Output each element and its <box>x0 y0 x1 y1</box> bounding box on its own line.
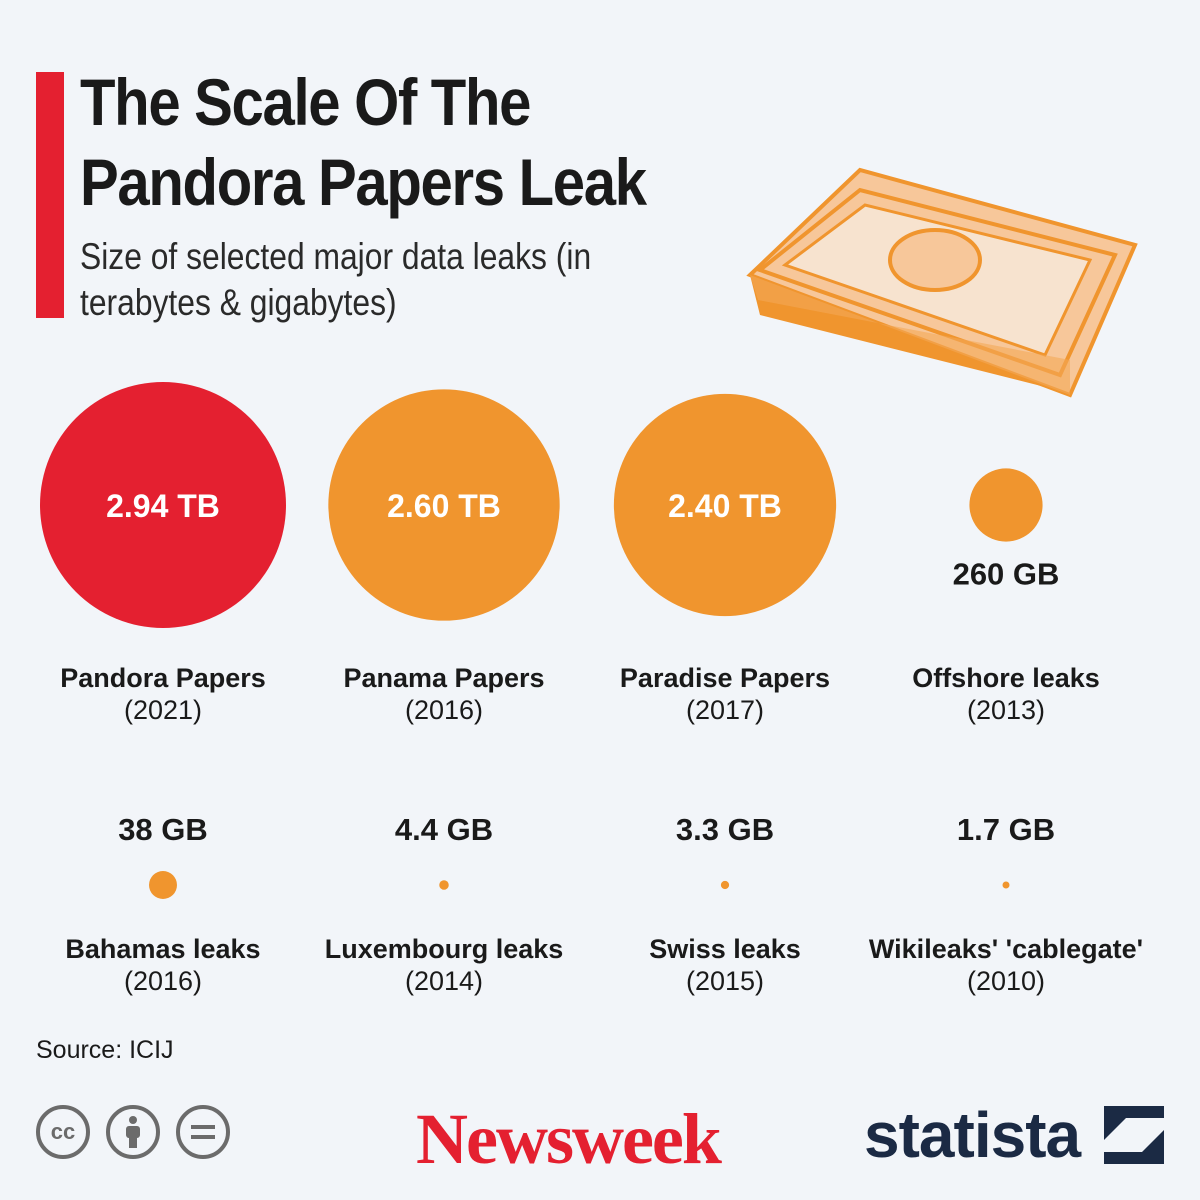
leak-name: Panama Papers <box>343 663 545 693</box>
bubble-luxembourg-leaks <box>439 880 449 890</box>
value-label: 38 GB <box>118 812 208 847</box>
bubble-offshore-leaks <box>969 468 1043 542</box>
leak-year: (2013) <box>966 695 1046 725</box>
accent-bar <box>36 72 64 318</box>
leak-name: Paradise Papers <box>619 663 831 693</box>
leak-year: (2014) <box>404 966 484 996</box>
value-label: 260 GB <box>953 557 1060 592</box>
bubble-swiss-leaks <box>720 880 730 890</box>
bubble-pandora-papers <box>40 382 286 628</box>
value-label: 4.4 GB <box>395 812 493 847</box>
leak-label: Paradise Papers (2017) <box>575 662 875 726</box>
page-title: The Scale Of The Pandora Papers Leak <box>80 65 647 219</box>
attribution-icon <box>106 1105 160 1159</box>
leak-name: Luxembourg leaks <box>324 934 564 964</box>
page-subtitle: Size of selected major data leaks (in te… <box>80 236 592 323</box>
no-derivatives-icon <box>176 1105 230 1159</box>
license-icons: cc <box>36 1105 230 1159</box>
leak-year: (2016) <box>404 695 484 725</box>
bubble-wikileaks-cablegate <box>1002 881 1010 889</box>
leak-name: Swiss leaks <box>649 934 801 964</box>
value-label: 2.94 TB <box>106 488 220 524</box>
leak-year: (2016) <box>123 966 203 996</box>
leak-year: (2015) <box>685 966 765 996</box>
leak-name: Wikileaks' 'cablegate' <box>868 934 1144 964</box>
newsweek-logo: Newsweek <box>416 1099 722 1179</box>
value-label: 3.3 GB <box>676 812 774 847</box>
leak-label: Offshore leaks (2013) <box>856 662 1156 726</box>
statista-mark-icon <box>1104 1106 1164 1164</box>
value-label: 1.7 GB <box>957 812 1055 847</box>
cc-icon: cc <box>36 1105 90 1159</box>
leak-label: Panama Papers (2016) <box>294 662 594 726</box>
leak-name: Offshore leaks <box>912 663 1100 693</box>
leak-year: (2010) <box>966 966 1046 996</box>
value-label: 2.60 TB <box>387 488 501 524</box>
source-note: Source: ICIJ <box>36 1036 174 1064</box>
money-stack-icon <box>746 167 1138 398</box>
leak-label: Pandora Papers (2021) <box>13 662 313 726</box>
bubble-panama-papers <box>328 389 560 621</box>
bubble-paradise-papers <box>613 393 837 617</box>
bubble-bahamas-leaks <box>149 871 177 899</box>
leak-label: Bahamas leaks (2016) <box>13 933 313 997</box>
leak-label: Luxembourg leaks (2014) <box>294 933 594 997</box>
leak-year: (2021) <box>123 695 203 725</box>
leak-label: Swiss leaks (2015) <box>575 933 875 997</box>
leak-name: Bahamas leaks <box>65 934 261 964</box>
statista-logo: statista <box>864 1099 1081 1171</box>
leak-name: Pandora Papers <box>60 663 266 693</box>
leak-year: (2017) <box>685 695 765 725</box>
leak-label: Wikileaks' 'cablegate' (2010) <box>856 933 1156 997</box>
value-label: 2.40 TB <box>668 488 782 524</box>
